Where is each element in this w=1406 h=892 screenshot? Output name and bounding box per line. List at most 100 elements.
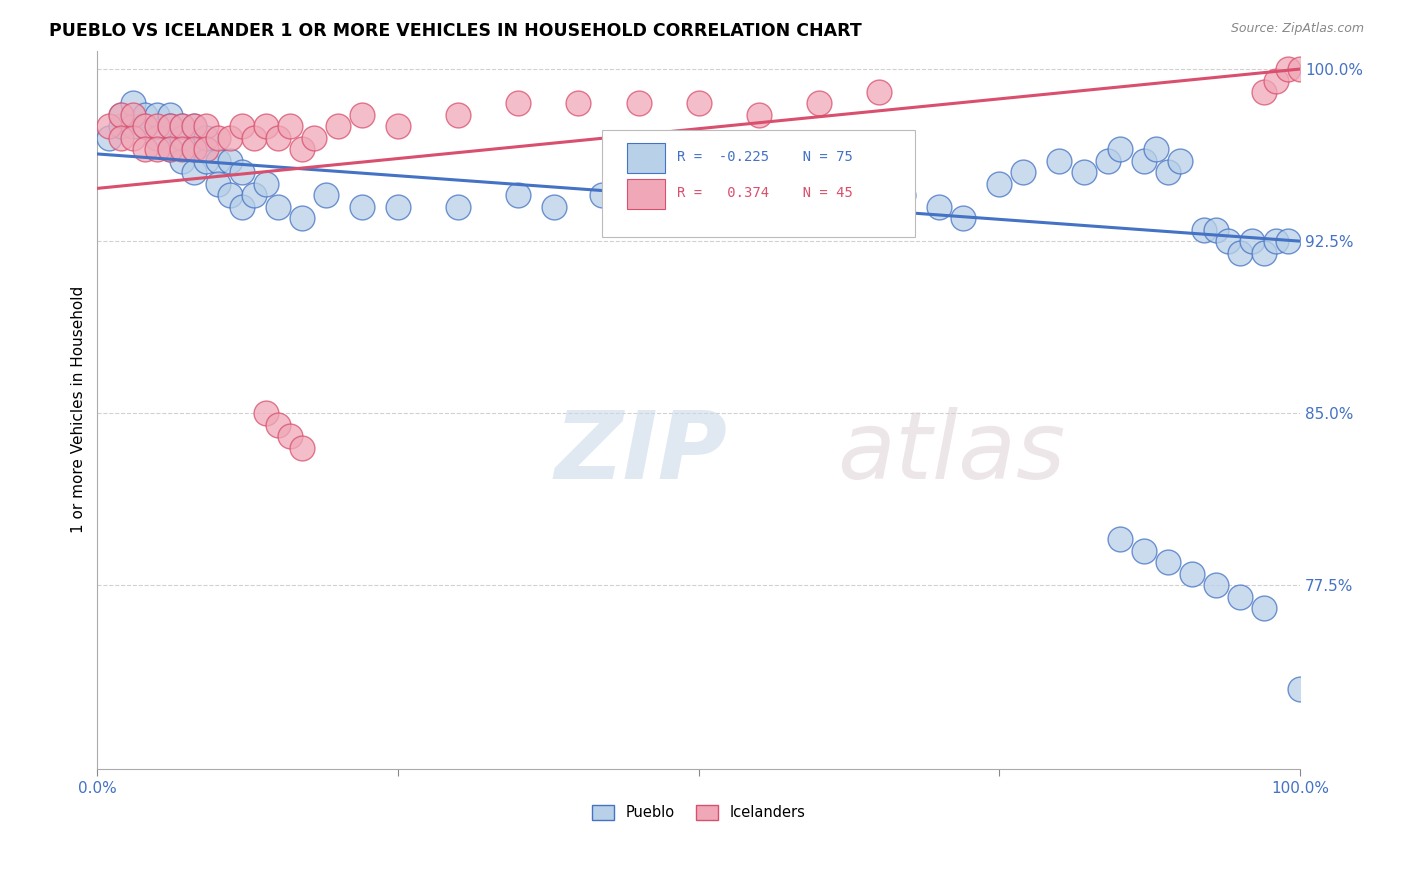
Point (748, 200, 770, 214)
Point (1181, 566, 1204, 581)
Point (194, 142, 217, 156)
Point (1265, 73, 1288, 87)
Point (146, 142, 169, 156)
FancyBboxPatch shape (603, 129, 915, 237)
Point (146, 120, 169, 134)
Point (159, 120, 181, 134)
Point (231, 165, 253, 179)
Point (146, 108, 169, 122)
Point (567, 96, 589, 111)
Point (1132, 544, 1154, 558)
Point (183, 120, 205, 134)
Point (159, 142, 181, 156)
FancyBboxPatch shape (627, 143, 665, 173)
Point (254, 120, 277, 134)
Point (98, 131, 121, 145)
Point (1012, 165, 1035, 179)
Point (170, 153, 193, 168)
Point (1265, 234, 1288, 248)
Point (291, 441, 314, 455)
Point (183, 142, 205, 156)
Point (170, 142, 193, 156)
Point (159, 142, 181, 156)
Point (242, 131, 264, 145)
Point (1277, 234, 1299, 248)
Point (1192, 222, 1215, 236)
Point (1205, 578, 1227, 592)
Point (1168, 153, 1191, 168)
Text: R =  -0.225    N = 75: R = -0.225 N = 75 (678, 150, 853, 164)
Point (387, 200, 409, 214)
Point (122, 108, 145, 122)
Point (183, 142, 205, 156)
Text: ZIP: ZIP (554, 407, 727, 499)
Point (928, 200, 950, 214)
Point (651, 188, 673, 202)
Point (592, 188, 614, 202)
Point (218, 153, 240, 168)
Point (218, 131, 240, 145)
Point (1205, 222, 1227, 236)
Point (1253, 601, 1275, 615)
Point (1289, 62, 1312, 76)
Point (267, 417, 290, 432)
Point (1097, 153, 1119, 168)
Point (1049, 153, 1071, 168)
Point (688, 200, 710, 214)
Point (1216, 234, 1239, 248)
Point (122, 131, 145, 145)
Point (543, 200, 565, 214)
Point (891, 188, 914, 202)
Point (231, 120, 253, 134)
Point (952, 211, 974, 226)
Point (868, 200, 890, 214)
Point (183, 120, 205, 134)
Point (254, 406, 277, 420)
Point (183, 165, 205, 179)
Point (1229, 590, 1251, 604)
Text: Source: ZipAtlas.com: Source: ZipAtlas.com (1230, 22, 1364, 36)
Point (194, 131, 217, 145)
Point (807, 200, 830, 214)
Point (242, 188, 264, 202)
Point (122, 120, 145, 134)
Point (170, 131, 193, 145)
Legend: Pueblo, Icelanders: Pueblo, Icelanders (586, 799, 811, 826)
Point (194, 120, 217, 134)
Point (508, 188, 530, 202)
Point (278, 429, 301, 443)
Point (807, 96, 830, 111)
Point (1144, 142, 1167, 156)
Point (1157, 165, 1180, 179)
Point (254, 177, 277, 191)
Point (218, 188, 240, 202)
Point (134, 108, 156, 122)
Point (122, 96, 145, 111)
Point (868, 85, 890, 99)
Point (267, 200, 290, 214)
Point (627, 96, 650, 111)
Point (387, 120, 409, 134)
Point (627, 200, 650, 214)
Text: atlas: atlas (837, 408, 1066, 499)
Point (447, 200, 470, 214)
Point (1157, 556, 1180, 570)
Point (1108, 142, 1130, 156)
Point (302, 131, 325, 145)
Point (350, 200, 373, 214)
FancyBboxPatch shape (627, 178, 665, 209)
Point (110, 108, 132, 122)
Point (170, 120, 193, 134)
Point (159, 120, 181, 134)
Point (1073, 165, 1095, 179)
Point (291, 211, 314, 226)
Point (110, 131, 132, 145)
Point (194, 153, 217, 168)
Point (207, 177, 229, 191)
Point (159, 108, 181, 122)
Point (315, 188, 337, 202)
Point (508, 96, 530, 111)
Point (711, 211, 734, 226)
Point (988, 177, 1011, 191)
Point (231, 200, 253, 214)
